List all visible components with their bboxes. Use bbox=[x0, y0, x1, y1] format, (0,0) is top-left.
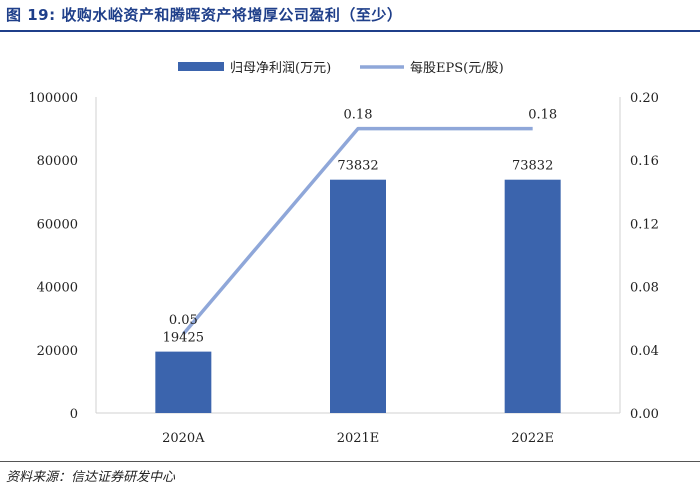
bar-series bbox=[155, 179, 561, 413]
category-label: 2021E bbox=[337, 431, 380, 446]
left-tick-label: 80000 bbox=[37, 154, 78, 169]
figure-title: 图 19: 收购水峪资产和腾晖资产将增厚公司盈利（至少） bbox=[6, 6, 403, 24]
category-label: 2020A bbox=[162, 431, 205, 446]
bar-value-label: 19425 bbox=[163, 331, 204, 346]
right-tick-label: 0.00 bbox=[630, 407, 659, 422]
bar-2021E bbox=[330, 179, 386, 413]
bar-value-label: 73832 bbox=[337, 159, 378, 174]
left-tick-label: 20000 bbox=[37, 344, 78, 359]
legend-line-label: 每股EPS(元/股) bbox=[410, 60, 504, 76]
source-note: 资料来源：信达证券研发中心 bbox=[6, 470, 176, 485]
right-tick-label: 0.16 bbox=[630, 154, 659, 169]
eps-line bbox=[182, 126, 533, 336]
bar-2022E bbox=[504, 179, 561, 413]
left-tick-label: 60000 bbox=[37, 217, 78, 232]
footer-rule bbox=[0, 461, 700, 462]
bar-2020A bbox=[155, 351, 212, 413]
line-value-label: 0.18 bbox=[344, 108, 373, 123]
legend-bar-swatch bbox=[178, 62, 224, 71]
left-tick-label: 0 bbox=[70, 407, 78, 422]
line-value-label: 0.18 bbox=[528, 108, 557, 123]
left-tick-label: 100000 bbox=[28, 91, 78, 106]
left-tick-label: 40000 bbox=[37, 281, 78, 296]
legend-bar-label: 归母净利润(万元) bbox=[230, 61, 331, 76]
category-label: 2022E bbox=[511, 431, 554, 446]
title-rule bbox=[0, 30, 700, 32]
right-tick-label: 0.04 bbox=[630, 344, 659, 359]
right-tick-label: 0.08 bbox=[630, 281, 659, 296]
data-labels: 19425 73832 73832 0.05 0.18 0.18 bbox=[163, 108, 557, 346]
line-series bbox=[182, 126, 533, 336]
legend: 归母净利润(万元) 每股EPS(元/股) bbox=[178, 60, 504, 76]
right-tick-label: 0.20 bbox=[630, 91, 659, 106]
bar-value-label: 73832 bbox=[512, 159, 553, 174]
line-value-label: 0.05 bbox=[169, 313, 198, 328]
right-tick-label: 0.12 bbox=[630, 217, 659, 232]
